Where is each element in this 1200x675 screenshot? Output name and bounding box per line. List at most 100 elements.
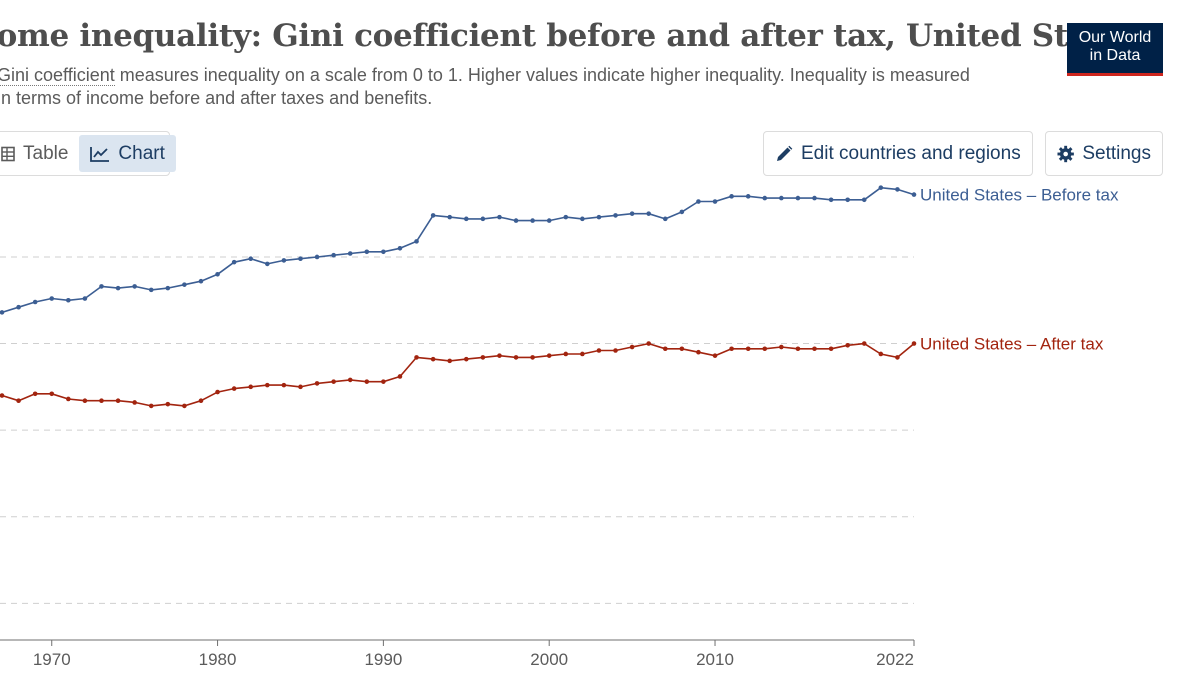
data-point [215, 271, 220, 277]
data-point [463, 216, 469, 222]
data-point [497, 353, 502, 358]
data-point [347, 377, 353, 383]
subtitle-line-2: e in terms of income before and after ta… [0, 88, 433, 108]
data-point [845, 342, 850, 348]
data-point [861, 341, 867, 346]
data-point [646, 341, 651, 346]
data-point [99, 284, 104, 289]
data-point [182, 282, 187, 287]
data-point [712, 353, 718, 358]
data-point [281, 382, 287, 388]
table-icon [1, 146, 15, 161]
data-point [231, 259, 237, 265]
data-point [66, 396, 71, 402]
data-point [49, 391, 55, 397]
data-point [265, 382, 270, 388]
data-point [32, 299, 38, 305]
data-point [712, 199, 718, 204]
data-point [265, 261, 270, 267]
series-line [1, 342, 915, 407]
data-point [828, 197, 834, 203]
data-point [397, 246, 403, 251]
x-tick-label: 1980 [199, 650, 237, 669]
data-point [364, 249, 370, 255]
our-world-in-data-logo[interactable]: Our World in Data [1067, 23, 1163, 76]
data-point [861, 197, 867, 203]
data-point [215, 389, 220, 395]
chart-subtitle: e Gini coefficient measures inequality o… [0, 64, 1022, 110]
data-point [49, 296, 55, 301]
data-point [762, 346, 768, 352]
data-point [530, 355, 535, 360]
data-point [198, 278, 204, 284]
data-point [298, 256, 303, 261]
data-point [148, 403, 154, 409]
data-point [381, 249, 386, 255]
data-point [911, 341, 917, 346]
tab-chart-label: Chart [118, 142, 165, 164]
data-point [563, 214, 569, 220]
data-point [795, 346, 801, 352]
pencil-icon [777, 145, 793, 161]
data-point [82, 398, 88, 404]
x-tick-label: 2010 [696, 650, 734, 669]
logo-line-1: Our World [1078, 29, 1152, 46]
data-point [563, 351, 569, 357]
tab-chart[interactable]: Chart [79, 135, 176, 172]
data-point [165, 401, 171, 407]
data-point [779, 195, 784, 201]
data-point [480, 355, 486, 360]
x-tick-label: 1990 [364, 650, 402, 669]
data-point [530, 218, 535, 223]
data-point [729, 346, 734, 352]
data-point [66, 297, 71, 303]
subtitle-line-1-text: measures inequality on a scale from 0 to… [114, 65, 970, 85]
settings-label: Settings [1082, 142, 1151, 164]
data-point [115, 285, 121, 291]
data-point [248, 384, 254, 390]
data-point [795, 195, 801, 201]
data-point [679, 209, 685, 215]
data-point [895, 187, 900, 192]
tab-table-label: Table [23, 142, 69, 164]
data-point [679, 346, 685, 352]
data-point [662, 216, 668, 222]
x-tick-label: 2022 [876, 650, 914, 669]
data-point [331, 252, 336, 258]
data-point [662, 346, 668, 352]
series-lines [0, 185, 917, 409]
series-labels: United States – Before tax United States … [920, 186, 1119, 354]
data-point [132, 284, 137, 289]
data-point [497, 214, 502, 220]
data-point [447, 358, 453, 364]
settings-button[interactable]: Settings [1045, 131, 1163, 176]
data-point [580, 351, 585, 357]
data-point [165, 285, 171, 291]
data-point [812, 195, 817, 201]
data-point [463, 356, 469, 362]
data-point [646, 211, 651, 216]
data-point [613, 213, 618, 218]
data-point [845, 197, 850, 203]
gear-icon [1057, 145, 1074, 162]
data-point [182, 403, 187, 409]
data-point [812, 346, 817, 352]
x-tick-label: 1970 [33, 650, 71, 669]
edit-countries-button[interactable]: Edit countries and regions [763, 131, 1033, 176]
subtitle-line-1: e Gini coefficient measures inequality o… [0, 64, 1022, 87]
edit-countries-label: Edit countries and regions [801, 142, 1021, 164]
data-point [430, 356, 436, 362]
series-line [1, 186, 915, 314]
data-point [513, 218, 519, 223]
data-point [729, 194, 734, 199]
data-point [16, 304, 21, 310]
tab-table[interactable]: Table [0, 135, 79, 172]
data-point [248, 256, 254, 261]
data-point [16, 398, 21, 404]
gini-coefficient-link[interactable]: Gini coefficient [0, 65, 115, 86]
data-point [878, 351, 884, 357]
data-point [828, 346, 834, 352]
grid-lines [0, 256, 914, 604]
data-point [397, 374, 403, 379]
x-tick-label: 2000 [530, 650, 568, 669]
